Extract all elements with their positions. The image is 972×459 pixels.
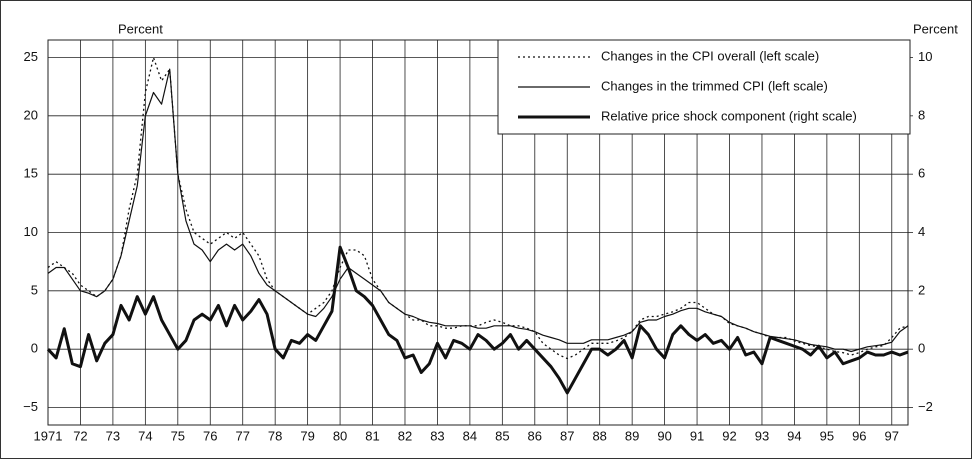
- series-line: [47, 56, 909, 360]
- x-tick-label: 75: [171, 428, 185, 443]
- y-tick-label: 5: [31, 282, 38, 297]
- y2-tick-label: 8: [918, 107, 925, 122]
- x-tick-label: 74: [138, 428, 152, 443]
- y-tick-label: −5: [23, 399, 38, 414]
- x-tick-label: 93: [755, 428, 769, 443]
- x-tick-label: 84: [463, 428, 477, 443]
- x-tick-label: 77: [235, 428, 249, 443]
- y-tick-label: 10: [24, 224, 38, 239]
- x-tick-label: 79: [300, 428, 314, 443]
- x-tick-label: 87: [560, 428, 574, 443]
- series-line: [46, 245, 909, 395]
- y2-tick-label: 4: [918, 224, 925, 239]
- x-tick-label: 85: [495, 428, 509, 443]
- y2-tick-label: 10: [918, 49, 932, 64]
- x-tick-label: 88: [592, 428, 606, 443]
- x-tick-label: 96: [852, 428, 866, 443]
- x-tick-label: 90: [657, 428, 671, 443]
- x-tick-label: 83: [430, 428, 444, 443]
- legend-label: Changes in the CPI overall (left scale): [601, 48, 819, 63]
- x-tick-label: 97: [885, 428, 899, 443]
- x-tick-label: 76: [203, 428, 217, 443]
- x-tick-label: 1971: [34, 428, 63, 443]
- y2-tick-label: 0: [918, 341, 925, 356]
- y-tick-label: 20: [24, 107, 38, 122]
- x-tick-label: 89: [625, 428, 639, 443]
- y2-tick-label: 2: [918, 282, 925, 297]
- x-tick-label: 81: [365, 428, 379, 443]
- y2-axis-label: Percent: [913, 21, 958, 36]
- x-tick-label: 95: [820, 428, 834, 443]
- y2-tick-label: 6: [918, 166, 925, 181]
- x-tick-label: 91: [690, 428, 704, 443]
- x-tick-label: 80: [333, 428, 347, 443]
- x-tick-label: 94: [787, 428, 801, 443]
- series-line: [47, 68, 909, 353]
- legend-label: Changes in the trimmed CPI (left scale): [601, 78, 828, 93]
- y2-tick-label: −2: [918, 399, 933, 414]
- x-tick-label: 78: [268, 428, 282, 443]
- x-tick-label: 86: [528, 428, 542, 443]
- legend: Changes in the CPI overall (left scale) C…: [497, 39, 911, 135]
- y-tick-label: 25: [24, 49, 38, 64]
- x-tick-label: 92: [722, 428, 736, 443]
- legend-label: Relative price shock component (right sc…: [601, 108, 857, 123]
- x-tick-label: 82: [398, 428, 412, 443]
- y-tick-label: 15: [24, 166, 38, 181]
- y-tick-label: 0: [31, 341, 38, 356]
- x-tick-label: 73: [106, 428, 120, 443]
- x-tick-label: 72: [73, 428, 87, 443]
- y-axis-label: Percent: [118, 21, 163, 36]
